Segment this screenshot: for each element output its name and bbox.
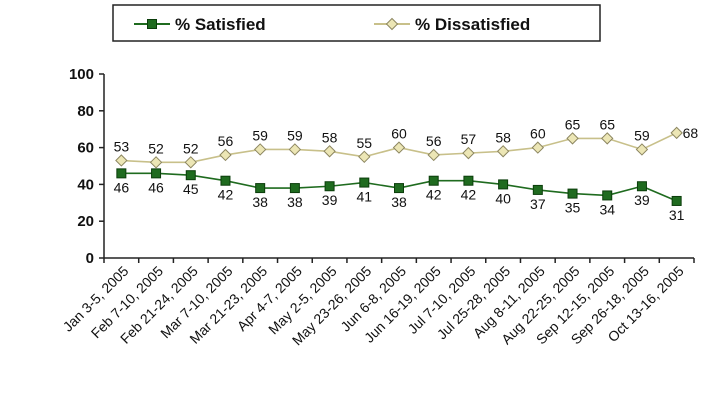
series-1: 46 46 45 42 38 38 39 41 38 42 42 40 37 35 34 39 31: [114, 168, 685, 223]
data-point: [289, 183, 300, 194]
data-point: [394, 183, 404, 194]
data-label: 42: [426, 187, 442, 203]
data-label: 60: [391, 126, 407, 142]
data-label: 57: [461, 131, 477, 147]
data-label: 46: [148, 179, 164, 195]
data-point: [288, 143, 302, 156]
legend-label: % Satisfied: [175, 15, 266, 34]
y-tick-label: 40: [77, 176, 94, 193]
data-label: 52: [148, 140, 164, 156]
data-label: 35: [565, 200, 581, 216]
data-point: [220, 175, 231, 186]
data-point: [496, 145, 510, 158]
legend-marker: [385, 17, 399, 31]
data-point: [531, 141, 545, 154]
legend-item-1: % Satisfied: [134, 15, 266, 34]
data-label: 38: [252, 194, 268, 210]
data-label: 42: [218, 187, 234, 203]
data-label: 42: [461, 187, 477, 203]
data-point: [359, 177, 370, 188]
legend-item-2: % Dissatisfied: [374, 15, 530, 34]
data-point: [324, 181, 335, 192]
data-point: [116, 168, 127, 179]
data-point: [532, 184, 543, 195]
data-point: [185, 170, 196, 181]
data-label: 41: [357, 189, 373, 205]
y-tick-label: 60: [77, 140, 94, 157]
data-label: 55: [357, 135, 373, 151]
data-point: [498, 179, 509, 190]
data-label: 68: [683, 125, 699, 141]
data-point: [567, 188, 578, 199]
data-point: [462, 146, 475, 160]
data-label: 40: [495, 190, 511, 206]
data-label: 52: [183, 140, 199, 156]
data-point: [428, 175, 439, 186]
data-label: 65: [565, 116, 581, 132]
y-tick-label: 80: [77, 103, 94, 120]
data-point: [255, 183, 266, 194]
data-point: [636, 181, 647, 192]
legend-marker: [147, 19, 157, 29]
data-point: [635, 143, 649, 156]
y-tick-label: 0: [86, 250, 94, 267]
data-label: 38: [391, 194, 407, 210]
y-axis: 0 20 40 60 80 100: [69, 66, 105, 267]
data-label: 59: [634, 127, 650, 143]
data-point: [566, 132, 579, 145]
plot-area: 46 46 45 42 38 38 39 41 38 42 42 40 37 35 34 39 31 53 52 52…: [114, 116, 699, 223]
data-label: 65: [599, 116, 615, 132]
data-point: [392, 141, 406, 154]
data-label: 37: [530, 196, 546, 212]
data-label: 46: [114, 179, 130, 195]
legend-box: [112, 4, 601, 42]
data-label: 45: [183, 181, 199, 197]
legend: % Satisfied % Dissatisfied: [112, 4, 601, 42]
series-2: 53 52 52 56 59 59 58 55 60 56 57 58 60 65 65 59 68: [114, 116, 699, 169]
y-tick-label: 20: [77, 213, 94, 230]
data-point: [358, 150, 371, 164]
data-label: 39: [634, 192, 650, 208]
data-label: 34: [599, 201, 615, 217]
data-point: [601, 132, 614, 145]
data-label: 59: [287, 127, 303, 143]
data-point: [463, 175, 474, 186]
data-label: 56: [426, 133, 442, 149]
data-label: 38: [287, 194, 303, 210]
data-label: 60: [530, 126, 546, 142]
data-label: 58: [322, 129, 338, 145]
data-point: [670, 126, 683, 140]
data-point: [149, 156, 163, 169]
legend-label: % Dissatisfied: [415, 15, 530, 34]
data-point: [151, 168, 162, 179]
data-label: 39: [322, 192, 338, 208]
data-label: 56: [218, 133, 234, 149]
data-point: [219, 148, 232, 162]
data-point: [602, 190, 613, 201]
y-tick-label: 100: [69, 66, 94, 83]
data-label: 31: [669, 207, 685, 223]
data-label: 53: [114, 138, 130, 154]
data-point: [253, 143, 267, 156]
data-point: [323, 145, 336, 158]
data-point: [115, 154, 128, 167]
data-point: [427, 148, 440, 162]
data-label: 59: [252, 127, 268, 143]
data-point: [671, 195, 682, 206]
data-point: [184, 156, 197, 169]
data-label: 58: [495, 129, 511, 145]
